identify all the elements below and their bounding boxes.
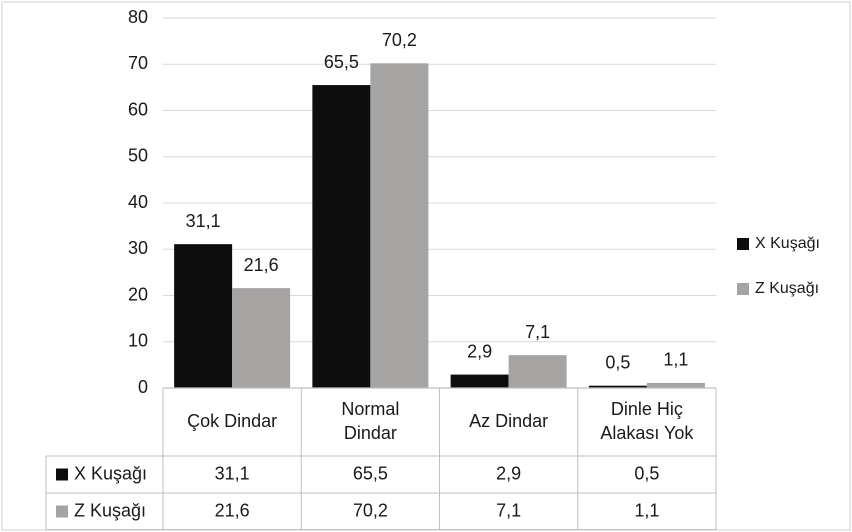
category-label: Alakası Yok [600,423,694,443]
table-series-name: X Kuşağı [74,463,147,483]
y-tick-label: 80 [128,7,148,27]
table-cell: 7,1 [496,500,521,520]
y-tick-label: 60 [128,99,148,119]
table-legend-key [56,505,68,518]
table-legend-key [56,468,68,481]
y-tick-label: 40 [128,192,148,212]
data-label: 65,5 [324,52,359,72]
legend-key [737,238,749,250]
data-label: 70,2 [382,30,417,50]
y-tick-label: 10 [128,331,148,351]
table-cell: 65,5 [353,463,388,483]
y-tick-label: 0 [138,377,148,397]
y-tick-label: 70 [128,53,148,73]
bar [174,244,233,388]
data-label: 21,6 [244,255,279,275]
bar [370,63,429,388]
data-label: 31,1 [186,211,221,231]
bar [646,382,705,388]
bar [312,85,371,388]
y-tick-label: 50 [128,146,148,166]
data-label: 2,9 [467,341,492,361]
table-cell: 2,9 [496,463,521,483]
legend-key [737,283,749,295]
category-label: Normal [341,399,399,419]
y-tick-label: 20 [128,284,148,304]
table-series-name: Z Kuşağı [74,500,146,520]
data-label: 7,1 [525,322,550,342]
category-label: Çok Dindar [187,411,277,431]
legend-label: X Kuşağı [755,235,820,252]
table-cell: 0,5 [634,463,659,483]
table-cell: 70,2 [353,500,388,520]
table-cell: 31,1 [215,463,250,483]
category-label: Dindar [344,423,397,443]
table-cell: 1,1 [634,500,659,520]
data-label: 1,1 [663,350,688,370]
category-label: Az Dindar [469,411,548,431]
data-label: 0,5 [605,352,630,372]
bar [508,355,567,388]
table-cell: 21,6 [215,500,250,520]
bar [588,385,647,388]
bar [450,374,509,388]
category-label: Dinle Hiç [611,399,683,419]
legend-label: Z Kuşağı [755,280,819,297]
bar [232,288,291,388]
y-tick-label: 30 [128,238,148,258]
